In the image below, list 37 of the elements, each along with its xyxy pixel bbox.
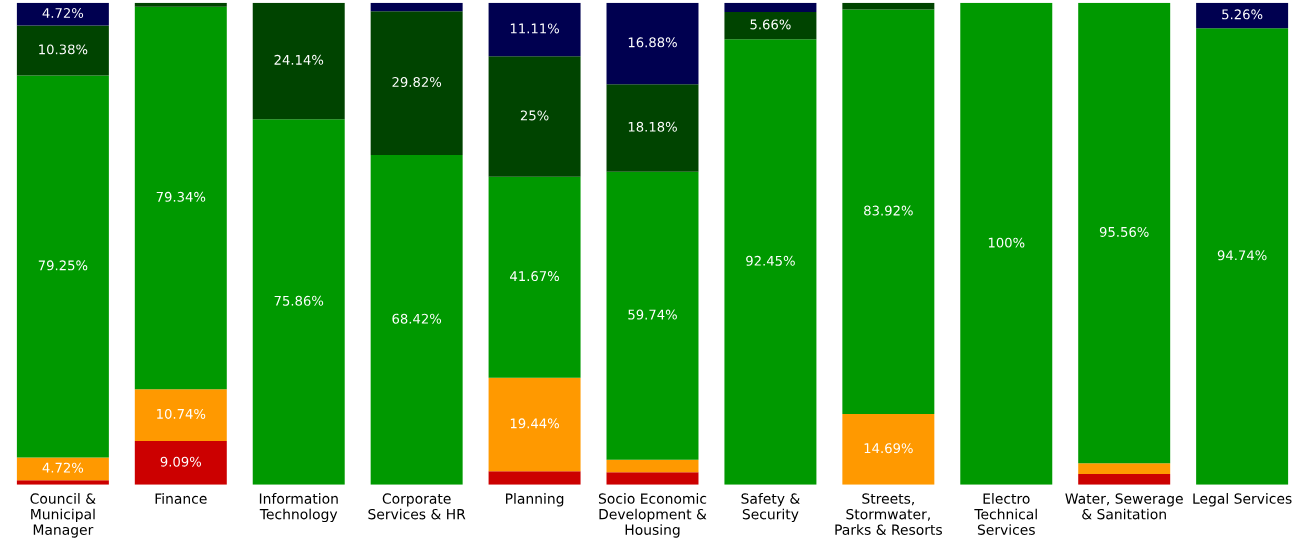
data-label: 19.44% [510, 418, 559, 429]
x-tick-label: Socio Economic Development & Housing [598, 493, 707, 538]
data-label: 16.88% [628, 37, 677, 48]
data-label: 100% [988, 237, 1025, 248]
data-label: 10.38% [39, 44, 88, 55]
data-label: 5.26% [1222, 9, 1263, 20]
x-tick-label: Planning [506, 493, 564, 507]
x-tick-label: Information Technology [259, 493, 338, 523]
data-label: 25% [520, 110, 549, 121]
data-label: 18.18% [628, 121, 677, 132]
data-label: 75.86% [274, 295, 324, 306]
data-label: 4.72% [42, 7, 84, 18]
data-label: 94.74% [1217, 250, 1267, 261]
x-tick-label: Water, Sewerage & Sanitation [1065, 493, 1183, 520]
data-label: 4.72% [42, 462, 84, 473]
data-label: 92.45% [746, 255, 795, 266]
x-tick-label: Council & Municipal Manager [30, 493, 96, 538]
data-label: 24.14% [274, 54, 324, 65]
data-label: 83.92% [864, 205, 913, 216]
data-label: 10.74% [157, 408, 206, 419]
data-label: 5.66% [750, 19, 791, 30]
data-label: 68.42% [392, 313, 442, 324]
x-tick-label: Safety & Security [741, 493, 800, 523]
data-label: 59.74% [628, 309, 677, 320]
data-label: 29.82% [392, 77, 442, 87]
x-tick-label: Electro Technical Services [974, 493, 1037, 535]
data-label: 11.11% [510, 23, 559, 34]
data-label: 79.25% [38, 260, 88, 271]
data-label: 79.34% [156, 191, 206, 202]
data-label: 41.67% [510, 271, 559, 282]
data-label: 95.56% [1099, 226, 1149, 237]
x-tick-label: Corporate Services & HR [368, 493, 466, 520]
x-tick-label: Finance [155, 493, 207, 504]
x-tick-label: Legal Services [1193, 493, 1292, 507]
data-label: 9.09% [160, 456, 202, 467]
x-tick-label: Streets, Stormwater, Parks & Resorts [835, 493, 942, 535]
data-label: 14.69% [864, 443, 913, 454]
